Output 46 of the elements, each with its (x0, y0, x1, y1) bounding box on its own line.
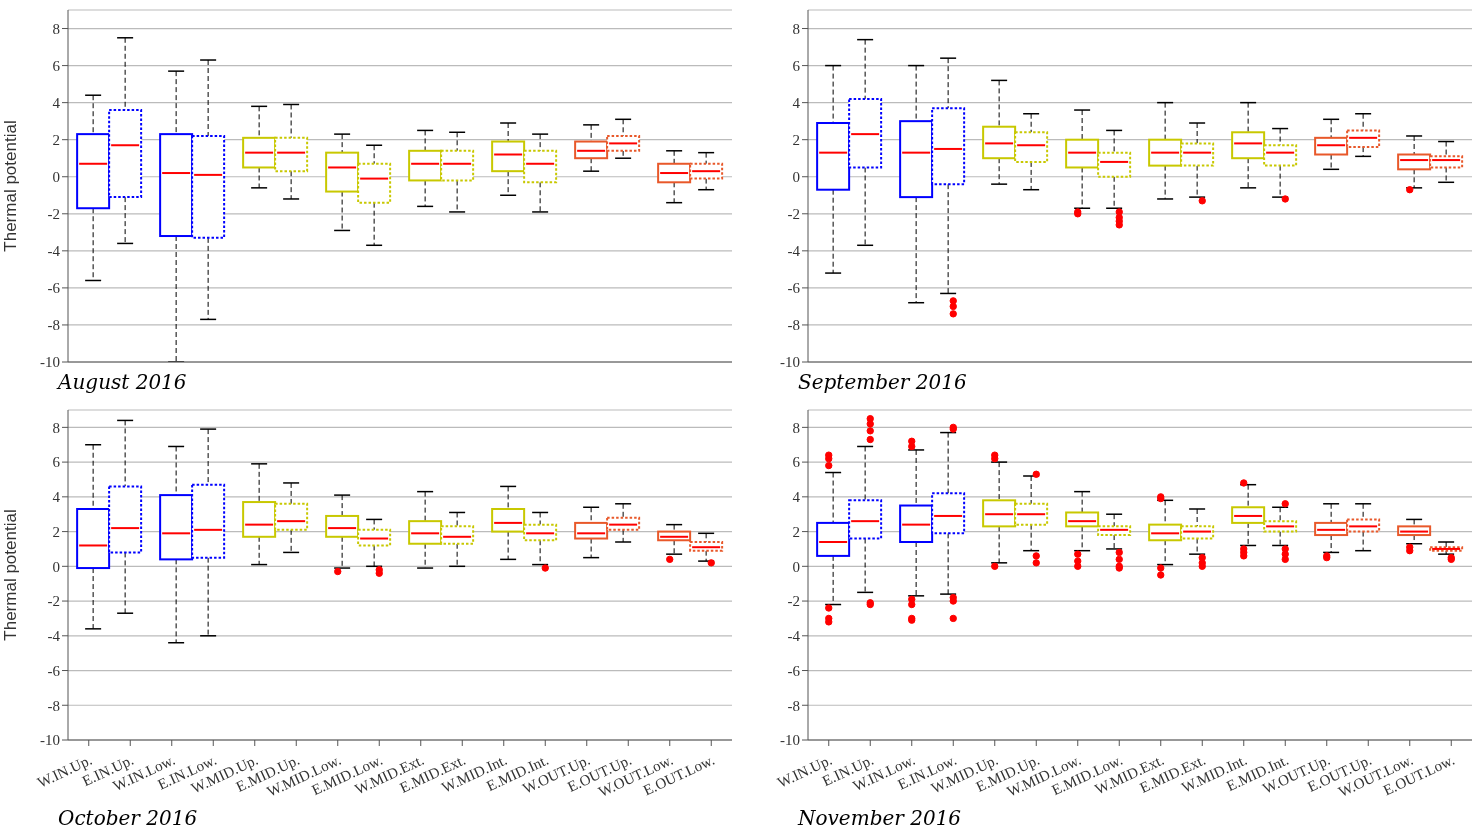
y-tick-label: -2 (787, 206, 800, 223)
y-tick-label: -4 (47, 243, 61, 260)
y-tick-label: -6 (787, 280, 801, 297)
y-tick-label: -2 (47, 593, 60, 610)
y-axis-title: Thermal potential (1, 120, 21, 252)
y-tick-label: 4 (52, 489, 61, 506)
y-tick-label: 0 (792, 169, 800, 186)
y-tick-label: 2 (792, 523, 800, 540)
y-tick-label: 0 (52, 169, 60, 186)
text: August 2016 (58, 370, 188, 394)
y-tick-label: -8 (787, 697, 800, 714)
y-tick-label: 4 (792, 489, 801, 506)
y-tick-label: 8 (52, 20, 60, 37)
y-tick-label: 2 (52, 132, 60, 149)
y-tick-label: 6 (792, 454, 801, 471)
y-tick-label: -4 (787, 243, 801, 260)
y-tick-label: -6 (47, 662, 61, 679)
y-tick-label: -2 (787, 593, 800, 610)
y-tick-label: 6 (52, 57, 61, 74)
text: October 2016 (58, 806, 199, 830)
y-tick-label: -4 (47, 628, 61, 645)
y-tick-label: -10 (780, 732, 800, 749)
y-tick-label: 8 (792, 419, 800, 436)
text: September 2016 (798, 370, 968, 394)
y-tick-label: -10 (780, 354, 800, 371)
y-tick-label: 2 (792, 132, 800, 149)
y-tick-label: 6 (52, 454, 61, 471)
text: November 2016 (798, 806, 963, 830)
y-tick-label: 2 (52, 523, 60, 540)
y-tick-label: -6 (787, 662, 801, 679)
y-tick-label: 0 (52, 558, 60, 575)
y-tick-label: -8 (47, 697, 60, 714)
y-tick-label: -10 (40, 732, 60, 749)
y-tick-label: 8 (792, 20, 800, 37)
y-tick-label: -4 (787, 628, 801, 645)
y-tick-label: 4 (52, 94, 61, 111)
y-tick-label: 8 (52, 419, 60, 436)
y-tick-label: 6 (792, 57, 801, 74)
y-tick-label: -6 (47, 280, 61, 297)
y-tick-label: -10 (40, 354, 60, 371)
y-axis-title: Thermal potential (1, 509, 21, 641)
y-tick-label: 4 (792, 94, 801, 111)
y-tick-label: -2 (47, 206, 60, 223)
y-tick-label: -8 (787, 317, 800, 334)
y-tick-label: -8 (47, 317, 60, 334)
y-tick-label: 0 (792, 558, 800, 575)
